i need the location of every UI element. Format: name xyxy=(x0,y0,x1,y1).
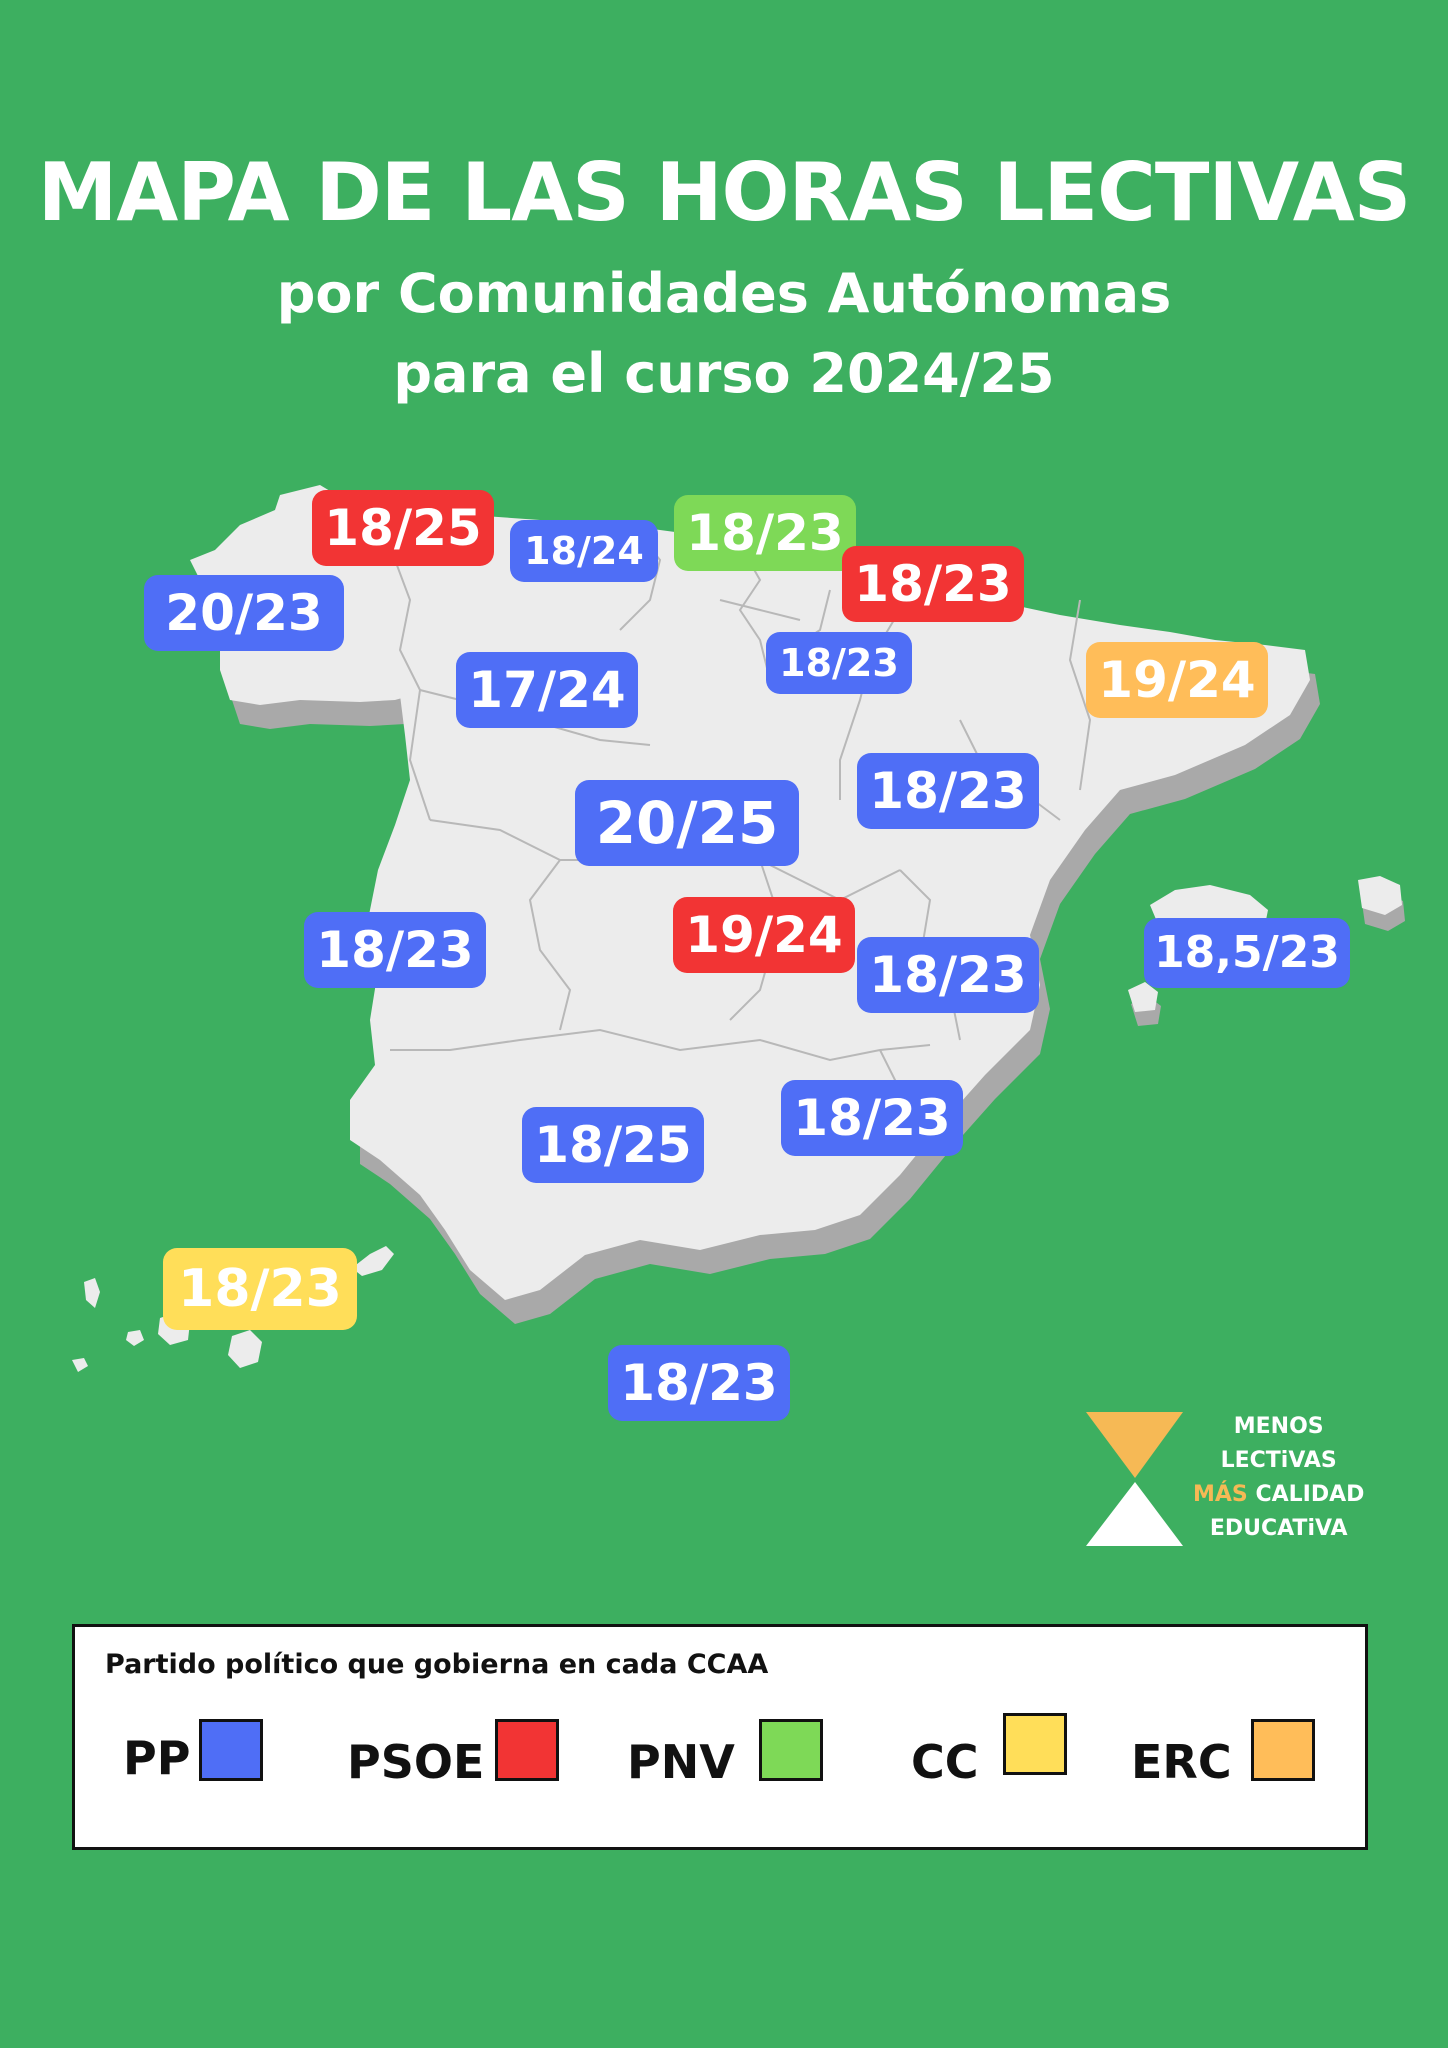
menos-lectivas-logo: MENOS LECTiVAS MÁS CALIDAD EDUCATiVA xyxy=(1083,1410,1364,1550)
logo-text: MENOS LECTiVAS MÁS CALIDAD EDUCATiVA xyxy=(1193,1410,1364,1546)
legend-title: Partido político que gobierna en cada CC… xyxy=(105,1649,769,1680)
legend-swatch xyxy=(1251,1719,1315,1781)
logo-line3: MÁS CALIDAD xyxy=(1193,1478,1364,1512)
legend-label: ERC xyxy=(1131,1735,1232,1789)
legend-swatch xyxy=(199,1719,263,1781)
region-badge: 18/23 xyxy=(766,632,912,694)
logo-line2: LECTiVAS xyxy=(1220,1448,1337,1473)
region-badge: 19/24 xyxy=(1086,642,1268,718)
region-badge: 19/24 xyxy=(673,897,855,973)
region-badge: 18/24 xyxy=(510,520,658,582)
region-badge: 18/23 xyxy=(842,546,1024,622)
legend-swatch xyxy=(1003,1713,1067,1775)
region-badge: 20/23 xyxy=(144,575,344,651)
region-badge: 18/23 xyxy=(163,1248,357,1330)
logo-line1: MENOS xyxy=(1233,1414,1324,1439)
region-badge: 17/24 xyxy=(456,652,638,728)
logo-line4: EDUCATiVA xyxy=(1209,1516,1348,1541)
region-badge: 18/23 xyxy=(857,937,1039,1013)
page-subtitle-line2: para el curso 2024/25 xyxy=(393,342,1055,405)
page-subtitle-line1: por Comunidades Autónomas xyxy=(276,262,1172,325)
hourglass-icon xyxy=(1086,1412,1183,1546)
region-badge: 18,5/23 xyxy=(1144,918,1350,988)
legend-label: PP xyxy=(123,1731,191,1785)
region-badge: 18/23 xyxy=(674,495,856,571)
legend-swatch xyxy=(759,1719,823,1781)
region-badge: 18/23 xyxy=(608,1345,790,1421)
party-legend: Partido político que gobierna en cada CC… xyxy=(72,1624,1368,1850)
region-badge: 18/23 xyxy=(304,912,486,988)
page-title: MAPA DE LAS HORAS LECTIVAS xyxy=(37,146,1411,239)
region-badge: 18/25 xyxy=(522,1107,704,1183)
legend-label: PSOE xyxy=(347,1735,485,1789)
legend-swatch xyxy=(495,1719,559,1781)
logo-line3-rest: CALIDAD xyxy=(1255,1482,1365,1507)
legend-label: PNV xyxy=(627,1735,735,1789)
logo-accent: MÁS xyxy=(1193,1482,1248,1507)
peninsula xyxy=(190,485,1310,1300)
region-badge: 18/23 xyxy=(781,1080,963,1156)
region-badge: 18/23 xyxy=(857,753,1039,829)
region-badge: 20/25 xyxy=(575,780,799,866)
region-badge: 18/25 xyxy=(312,490,494,566)
legend-label: CC xyxy=(911,1735,979,1789)
